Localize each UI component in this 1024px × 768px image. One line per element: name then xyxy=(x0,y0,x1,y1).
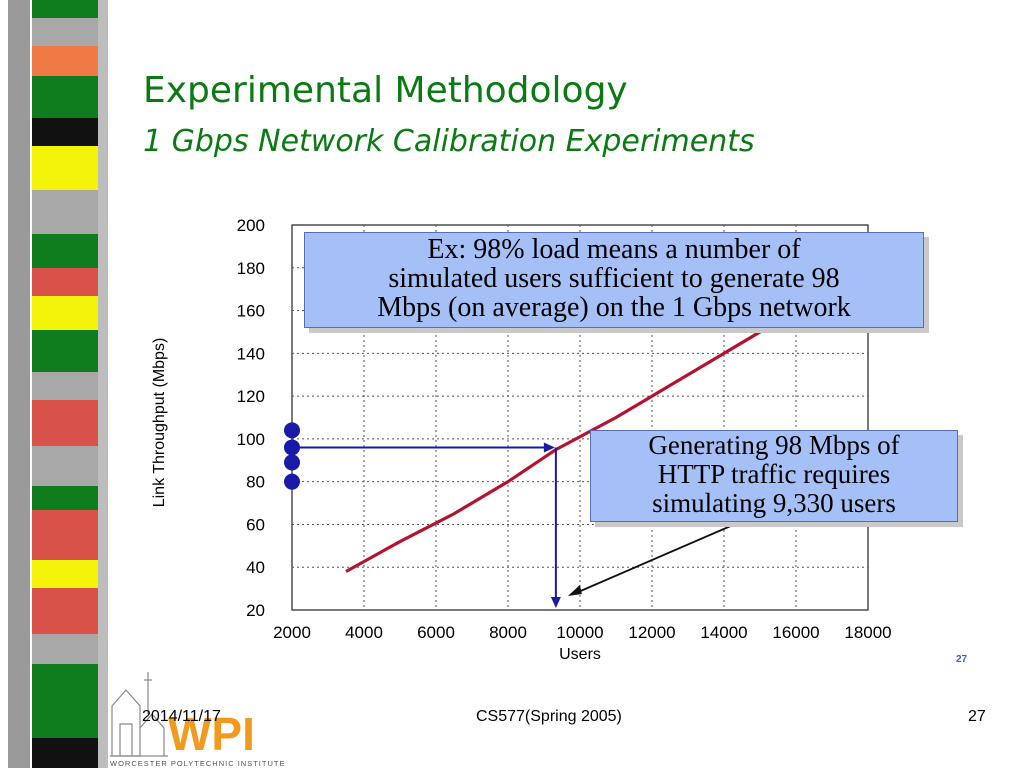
wpi-building-icon xyxy=(110,672,168,757)
callout-load-line: Ex: 98% load means a number of xyxy=(427,234,801,265)
strip-color-block xyxy=(32,400,98,446)
strip-color-block xyxy=(32,268,98,296)
y-axis-marker-dot xyxy=(284,473,300,490)
left-decorative-strip xyxy=(0,0,108,768)
wpi-logo-text: WPI xyxy=(168,708,255,760)
callout-pointer-arrowhead xyxy=(567,585,582,596)
x-tick-label: 4000 xyxy=(345,623,383,642)
wpi-caption: WORCESTER POLYTECHNIC INSTITUTE xyxy=(110,759,284,768)
y-tick-label: 100 xyxy=(237,430,265,449)
slide-title: Experimental Methodology xyxy=(143,70,628,111)
callout-users-line: simulating 9,330 users xyxy=(652,488,896,518)
y-axis-marker-dot xyxy=(284,454,300,471)
x-tick-label: 16000 xyxy=(772,623,819,642)
strip-color-block xyxy=(32,560,98,588)
x-tick-label: 18000 xyxy=(844,623,891,642)
x-tick-label: 10000 xyxy=(556,623,603,642)
strip-color-block xyxy=(32,372,98,400)
y-tick-label: 20 xyxy=(246,601,265,620)
strip-color-block xyxy=(32,510,98,560)
strip-color-block xyxy=(32,446,98,486)
annotation-arrow-right xyxy=(543,442,555,453)
strip-color-block xyxy=(32,738,98,768)
callout-load-line: Mbps (on average) on the 1 Gbps network xyxy=(377,292,851,323)
x-axis-title: Users xyxy=(559,646,601,663)
y-tick-label: 160 xyxy=(237,302,265,321)
strip-color-block xyxy=(32,330,98,372)
x-tick-label: 8000 xyxy=(489,623,527,642)
strip-color-block xyxy=(32,46,98,76)
strip-color-block xyxy=(32,118,98,146)
strip-color-block xyxy=(32,634,98,664)
strip-right-bar xyxy=(98,0,108,768)
callout-users-line: HTTP traffic requires xyxy=(657,459,891,489)
x-tick-label: 2000 xyxy=(273,623,311,642)
axis-ticks: 2000 4000 6000 8000 10000 12000 14000 16000 1800… xyxy=(237,216,892,642)
callout-load-line: simulated users sufficient to generate 9… xyxy=(388,263,840,294)
strip-color-block xyxy=(32,190,98,234)
strip-color-block xyxy=(32,486,98,510)
y-tick-label: 180 xyxy=(237,259,265,278)
strip-color-block xyxy=(32,664,98,738)
footer-course: CS577(Spring 2005) xyxy=(476,708,622,725)
x-tick-label: 12000 xyxy=(628,623,675,642)
y-tick-label: 120 xyxy=(237,387,265,406)
y-axis-marker-dot xyxy=(284,422,300,439)
callout-pointer-line xyxy=(575,524,734,594)
y-tick-label: 40 xyxy=(246,558,265,577)
x-tick-label: 14000 xyxy=(700,623,747,642)
load-explanation-callout: Ex: 98% load means a number of simulated… xyxy=(304,232,924,328)
footer-date: 2014/11/17 xyxy=(142,708,221,725)
strip-color-block xyxy=(32,588,98,634)
y-axis-marker-dot xyxy=(284,439,300,456)
chart-annotations xyxy=(284,422,734,608)
y-tick-label: 60 xyxy=(246,515,265,534)
strip-color-block xyxy=(32,18,98,46)
strip-color-block xyxy=(32,0,98,18)
y-tick-label: 140 xyxy=(237,344,265,363)
wpi-logo: WPI WORCESTER POLYTECHNIC INSTITUTE xyxy=(110,672,284,768)
y-axis-title: Link Throughput (Mbps) xyxy=(151,338,168,508)
users-required-callout: Generating 98 Mbps of HTTP traffic requi… xyxy=(590,430,958,522)
annotation-arrow-down xyxy=(550,597,561,608)
strip-color-block xyxy=(32,76,98,118)
y-tick-label: 200 xyxy=(237,216,265,235)
x-tick-label: 6000 xyxy=(417,623,455,642)
callout-users-line: Generating 98 Mbps of xyxy=(648,430,900,460)
small-page-mark: 27 xyxy=(956,654,968,665)
wpi-logo-w: WPI xyxy=(168,708,255,760)
strip-color-block xyxy=(32,146,98,190)
footer-page-number: 27 xyxy=(968,708,986,725)
strip-gray-bar xyxy=(8,0,30,768)
strip-color-block xyxy=(32,296,98,330)
strip-color-block xyxy=(32,234,98,268)
slide-subtitle: 1 Gbps Network Calibration Experiments xyxy=(143,124,755,159)
y-tick-label: 80 xyxy=(246,473,265,492)
